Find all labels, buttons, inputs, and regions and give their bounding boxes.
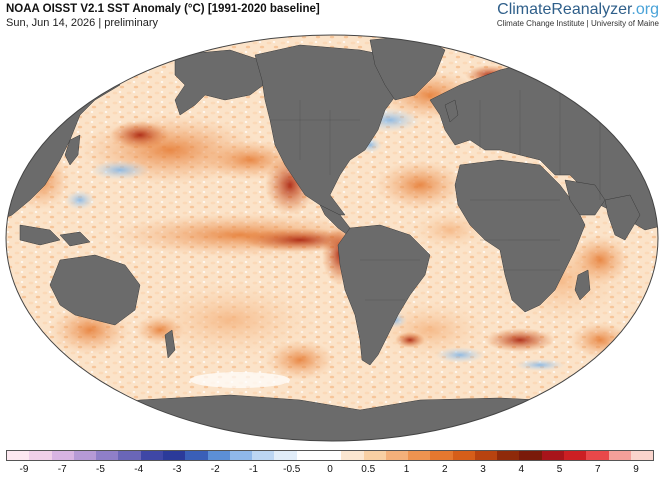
colorbar-tick-label: -2 <box>210 464 220 475</box>
south-pacific-warm <box>140 280 320 360</box>
colorbar-segment <box>385 451 409 460</box>
colorbar-tick-label: -1 <box>249 464 258 475</box>
colorbar-segment <box>497 451 520 460</box>
brand-logo[interactable]: ClimateReanalyzer.org Climate Change Ins… <box>497 1 659 28</box>
colorbar-tick-label: -3 <box>172 464 182 475</box>
colorbar-segment <box>96 451 119 460</box>
colorbar-segment <box>408 451 431 460</box>
land-arabia <box>564 179 606 216</box>
colorbar-segment <box>608 451 631 460</box>
colorbar-tick-label: -4 <box>134 464 144 475</box>
colorbar-segment <box>541 451 565 460</box>
colorbar-tick-label: 1 <box>403 464 410 475</box>
colorbar-tick-label: 2 <box>441 464 448 475</box>
colorbar <box>6 450 654 461</box>
north-atlantic-warm <box>375 160 465 210</box>
colorbar-segment <box>341 451 364 460</box>
colorbar-segment <box>73 451 97 460</box>
land-japan <box>64 134 81 166</box>
colorbar-segment <box>162 451 186 460</box>
map-title: NOAA OISST V2.1 SST Anomaly (°C) [1991-2… <box>6 3 320 15</box>
land-africa <box>454 159 586 313</box>
brand-affiliation: Climate Change Institute | University of… <box>496 19 659 28</box>
colorbar-tick-label: 0.5 <box>361 464 376 475</box>
colorbar-segment <box>252 451 275 460</box>
land-uk <box>444 99 459 123</box>
colorbar-tick-label: -0.5 <box>283 464 301 475</box>
colorbar-tick-label: 7 <box>594 464 601 475</box>
colorbar-segment <box>51 451 74 460</box>
land-australia <box>49 254 141 326</box>
colorbar-tick-label: 0 <box>327 464 333 475</box>
colorbar-segment <box>452 451 475 460</box>
land-madagascar <box>574 269 591 301</box>
colorbar-segment <box>630 451 654 460</box>
colorbar-segment <box>519 451 542 460</box>
colorbar-tick-label: 3 <box>480 464 486 475</box>
colorbar-segment <box>430 451 453 460</box>
colorbar-tick-label: 5 <box>556 464 563 475</box>
colorbar-tick-label: -5 <box>96 464 105 475</box>
colorbar-tick-label: 4 <box>518 464 525 475</box>
colorbar-tick-label: -9 <box>19 464 29 475</box>
map-date: Sun, Jun 14, 2026 | preliminary <box>6 17 159 29</box>
colorbar-segment <box>118 451 141 460</box>
colorbar-segment <box>229 451 253 460</box>
land-india <box>604 194 641 241</box>
colorbar-segment <box>207 451 230 460</box>
colorbar-segment <box>185 451 208 460</box>
globe-outline <box>5 34 659 442</box>
colorbar-segment <box>274 451 297 460</box>
colorbar-segment <box>474 451 498 460</box>
land-new-zealand <box>164 329 176 359</box>
colorbar-segment <box>296 451 319 460</box>
colorbar-tick-label: -7 <box>57 464 67 475</box>
colorbar-segment <box>7 451 30 460</box>
colorbar-ticks: -9 -7 -5 -4 -3 -2 -1 -0.5 0 0.5 1 2 3 4 5 7 9 <box>6 464 654 478</box>
colorbar-segment <box>318 451 342 460</box>
colorbar-segment <box>586 451 609 460</box>
brand-tld: .org <box>631 1 659 18</box>
colorbar-segment <box>140 451 163 460</box>
colorbar-segment <box>29 451 52 460</box>
brand-name: ClimateReanalyzer <box>497 1 632 18</box>
colorbar-tick-label: 9 <box>633 464 639 475</box>
colorbar-segment <box>363 451 386 460</box>
colorbar-segment <box>564 451 587 460</box>
land-indonesia <box>19 224 61 246</box>
